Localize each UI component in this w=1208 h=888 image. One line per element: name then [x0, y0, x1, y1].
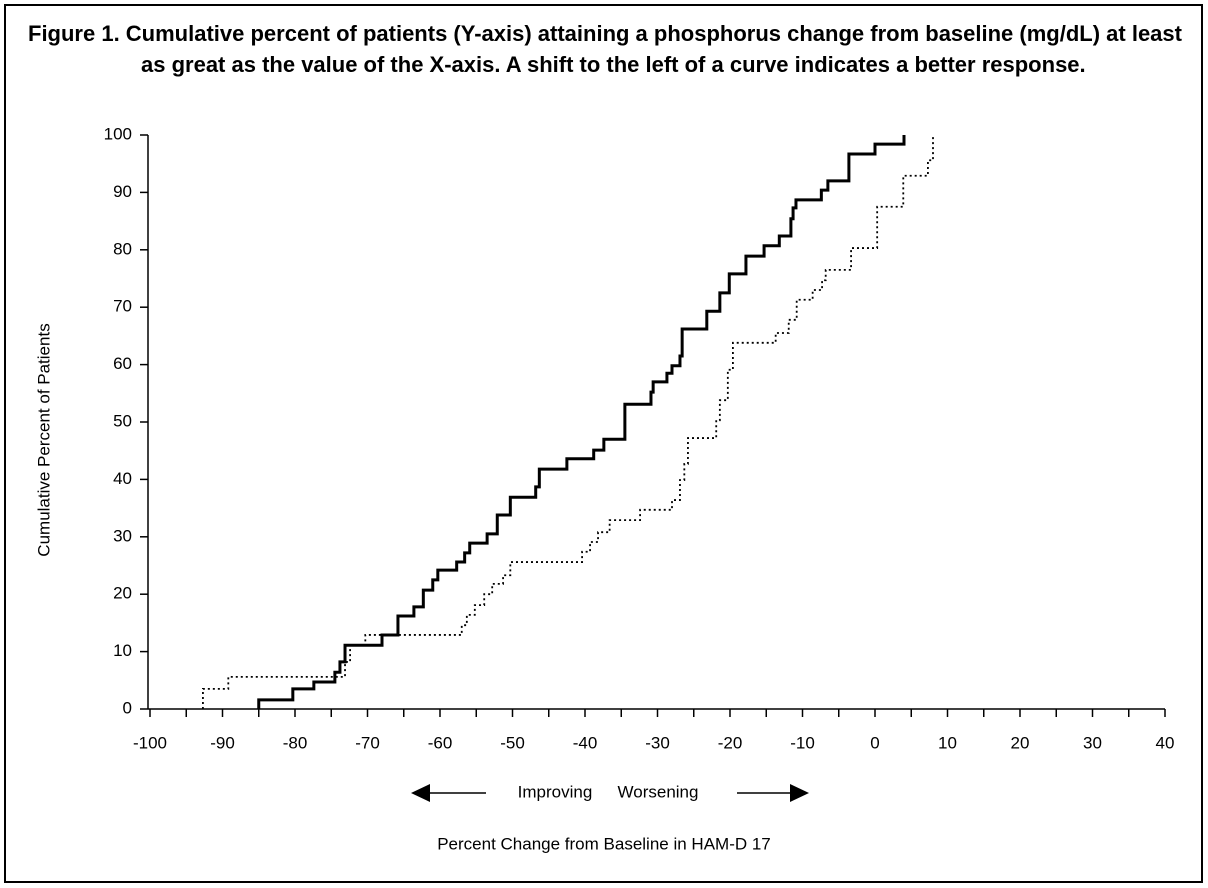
x-tick-label: -70	[355, 733, 380, 752]
annotation: Worsening	[618, 782, 699, 801]
y-tick-label: 60	[113, 354, 132, 373]
y-tick-label: 10	[113, 641, 132, 660]
annotation: Improving	[518, 782, 593, 801]
x-tick-label: -60	[428, 733, 453, 752]
y-tick-label: 50	[113, 411, 132, 430]
y-tick-label: 100	[104, 124, 132, 143]
step-line	[257, 135, 906, 709]
x-tick-label: 10	[938, 733, 957, 752]
x-tick-label: -80	[283, 733, 308, 752]
frame	[4, 4, 1203, 883]
x-axis-label: Percent Change from Baseline in HAM-D 17	[437, 834, 771, 853]
x-tick-label: -10	[790, 733, 815, 752]
x-tick-label: 30	[1083, 733, 1102, 752]
arrow-head	[411, 784, 430, 802]
arrow-head	[790, 784, 809, 802]
y-tick-label: 20	[113, 584, 132, 603]
x-tick-label: 20	[1011, 733, 1030, 752]
y-tick-label: 40	[113, 469, 132, 488]
x-tick-label: 40	[1156, 733, 1175, 752]
chart-title: Figure 1. Cumulative percent of patients…	[28, 21, 1182, 77]
x-tick-label: -50	[500, 733, 525, 752]
x-tick-label: -30	[645, 733, 670, 752]
y-axis-label: Cumulative Percent of Patients	[34, 323, 53, 556]
x-tick-label: -40	[573, 733, 598, 752]
y-tick-label: 70	[113, 297, 132, 316]
y-tick-label: 80	[113, 239, 132, 258]
x-tick-label: 0	[870, 733, 879, 752]
step-line	[202, 135, 934, 709]
y-tick-label: 90	[113, 182, 132, 201]
y-tick-label: 0	[123, 698, 132, 717]
y-tick-label: 30	[113, 526, 132, 545]
x-tick-label: -20	[718, 733, 743, 752]
x-tick-label: -90	[210, 733, 235, 752]
x-tick-label: -100	[133, 733, 167, 752]
